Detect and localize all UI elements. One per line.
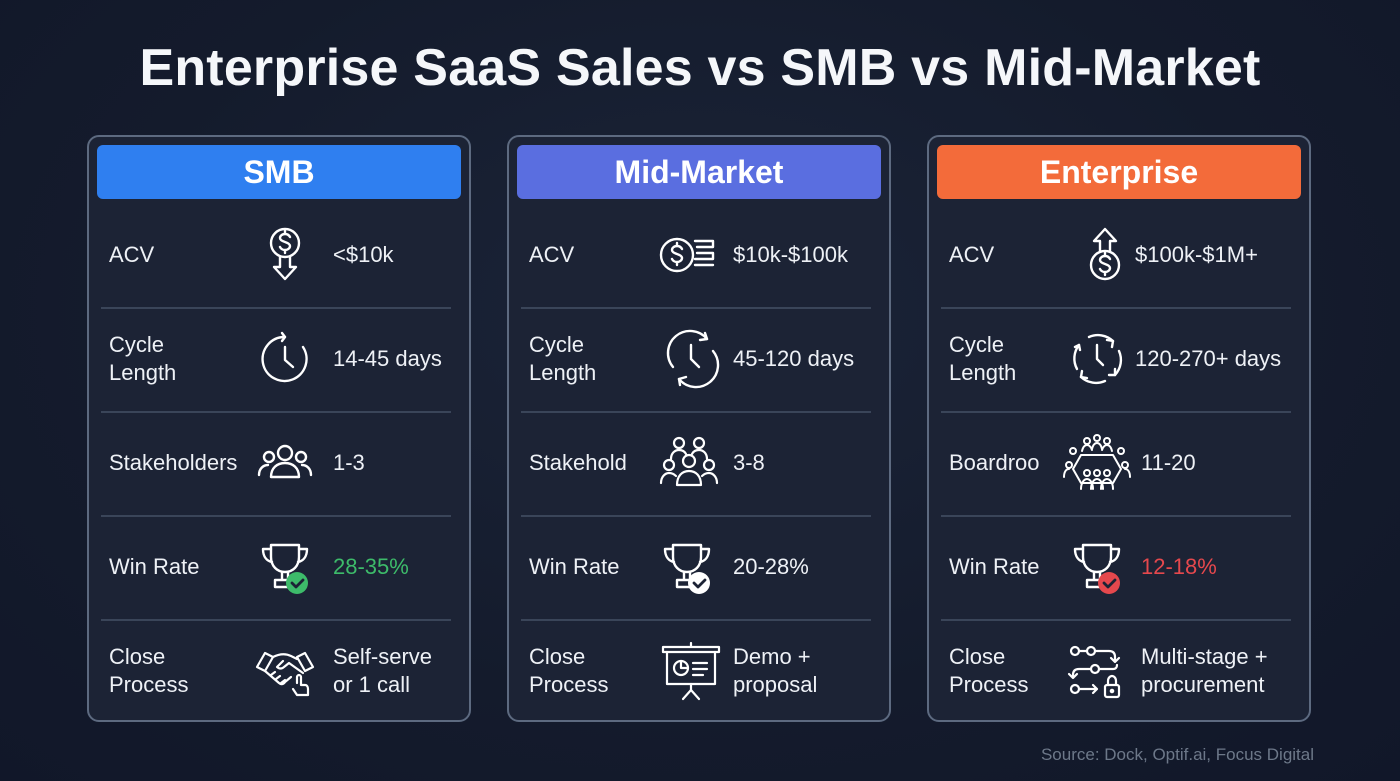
close-process-row: Close Process Demo + proposal [521,619,871,723]
enterprise-header: Enterprise [937,145,1301,199]
stakeholders-label: Stakehold [529,450,627,475]
close-process-label: Close Process [949,644,1029,697]
acv-value: <$10k [333,242,394,267]
acv-label: ACV [949,242,995,267]
cycle-label: Cycle Length [529,332,597,385]
stakeholders-row: Boardroo 11-20 [941,411,1291,517]
close-process-value: Demo + proposal [733,644,818,697]
enterprise-card: Enterprise ACV $100k-$1M+ Cycle Length [927,135,1311,722]
clock-icon [253,327,317,391]
win-rate-row: Win Rate 12-18% [941,515,1291,621]
stakeholders-value: 11-20 [1141,450,1196,475]
win-rate-value: 20-28% [733,554,809,579]
acv-value: $10k-$100k [733,242,848,267]
mid-market-header: Mid-Market [517,145,881,199]
acv-value: $100k-$1M+ [1135,242,1258,267]
acv-row: ACV $100k-$1M+ [941,203,1291,309]
cycle-label: Cycle Length [109,332,177,385]
win-rate-label: Win Rate [949,554,1040,579]
trophy-check-icon [253,535,317,599]
page-title: Enterprise SaaS Sales vs SMB vs Mid-Mark… [139,39,1261,97]
clock-double-cycle-icon [1065,327,1129,391]
dollar-up-arrow-icon [1073,223,1137,287]
cycle-row: Cycle Length 14-45 days [101,307,451,413]
stakeholders-row: Stakeholders 1-3 [101,411,451,517]
smb-card: SMB ACV <$10k Cycle Length 14-45 days Sta… [87,135,471,722]
close-process-label: Close Process [109,644,189,697]
trophy-check-icon [655,535,719,599]
close-process-row: Close Process Self-serve or 1 call [101,619,451,723]
win-rate-value: 12-18% [1141,554,1217,579]
cycle-value: 120-270+ days [1135,346,1282,371]
dollar-stack-icon [655,223,719,287]
handshake-click-icon [253,639,317,703]
win-rate-row: Win Rate 20-28% [521,515,871,621]
boardroom-table-icon [1061,431,1133,495]
group-of-three-icon [253,431,317,495]
source-caption: Source: Dock, Optif.ai, Focus Digital [1040,745,1314,764]
close-process-label: Close Process [529,644,609,697]
stakeholders-label: Stakeholders [109,450,238,475]
stakeholders-row: Stakehold 3-8 [521,411,871,517]
cycle-label: Cycle Length [949,332,1017,385]
team-group-icon [657,431,721,495]
stakeholders-value: 1-3 [333,450,365,475]
close-process-value: Self-serve or 1 call [333,644,433,697]
cycle-value: 14-45 days [333,346,442,371]
acv-label: ACV [529,242,575,267]
close-process-row: Close Process Multi-stage + procurement [941,619,1291,723]
close-process-value: Multi-stage + procurement [1141,644,1268,697]
win-rate-row: Win Rate 28-35% [101,515,451,621]
win-rate-label: Win Rate [529,554,620,579]
win-rate-label: Win Rate [109,554,200,579]
cycle-row: Cycle Length 120-270+ days [941,307,1291,413]
cycle-row: Cycle Length 45-120 days [521,307,871,413]
clock-cycle-icon [661,327,725,391]
win-rate-value: 28-35% [333,554,409,579]
trophy-check-icon [1065,535,1129,599]
acv-row: ACV <$10k [101,203,451,309]
acv-row: ACV $10k-$100k [521,203,871,309]
presentation-board-icon [659,639,723,703]
dollar-down-arrow-icon [253,223,317,287]
stakeholders-value: 3-8 [733,450,765,475]
stakeholders-label: Boardroo [949,450,1040,475]
cycle-value: 45-120 days [733,346,855,371]
acv-label: ACV [109,242,155,267]
smb-header: SMB [97,145,461,199]
mid-market-card: Mid-Market ACV $10k-$100k Cycle Length 45… [507,135,891,722]
workflow-lock-icon [1065,639,1129,703]
